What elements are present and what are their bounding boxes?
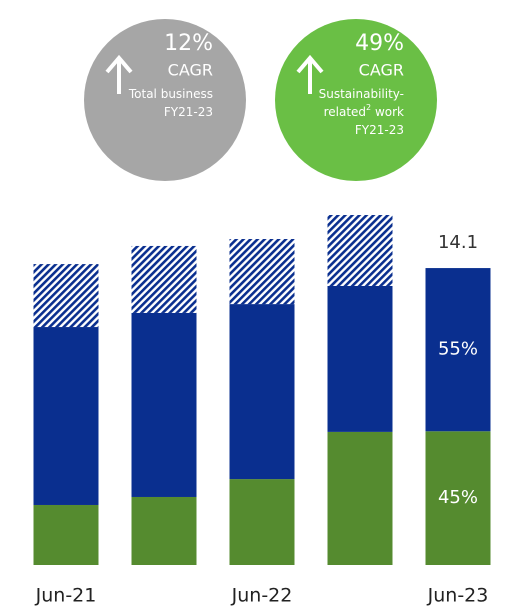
bar-segment (33, 327, 99, 505)
bar-segment (33, 504, 99, 565)
x-tick-label: Jun-21 (35, 585, 97, 607)
bar-segment (131, 496, 197, 565)
bar-segment (229, 239, 295, 305)
text-part: Total business (128, 87, 213, 101)
badge-circle (275, 19, 437, 181)
arrow-icon (105, 54, 133, 94)
bar-segment (229, 479, 295, 565)
superscript: 2 (366, 103, 371, 112)
share-label: 45% (438, 487, 478, 508)
badge-metric: CAGR (168, 61, 213, 80)
bar-segment (131, 245, 197, 313)
x-tick-label: Jun-23 (427, 585, 489, 607)
bar-segment (327, 285, 393, 432)
badge: 49% CAGR Sustainability-related2 work FY21-… (275, 19, 437, 181)
share-label: 55% (438, 339, 478, 360)
badge-rate: 12% (164, 31, 213, 56)
total-label: 14.1 (438, 232, 478, 253)
badge-text: FY21-23 (355, 123, 404, 137)
text-part: FY21-23 (355, 123, 404, 137)
x-tick-label: Jun-22 (231, 585, 293, 607)
badge-text: FY21-23 (164, 105, 213, 119)
bar-segment (33, 264, 99, 328)
arrow-icon (296, 54, 324, 94)
badge-text: related2 work (324, 103, 404, 119)
badge: 12% CAGR Total business FY21-23 (84, 19, 246, 181)
badge-text: Sustainability- (319, 87, 404, 101)
bar-segment (425, 431, 491, 565)
bar-segment (425, 268, 491, 432)
badge-metric: CAGR (359, 61, 404, 80)
badge-text: Total business (128, 87, 213, 101)
text-part: work (371, 105, 404, 119)
badge-rate: 49% (355, 31, 404, 56)
text-part: Sustainability- (319, 87, 404, 101)
text-part: related (324, 105, 366, 119)
bar-segment (229, 304, 295, 480)
bar-segment (327, 431, 393, 565)
badge-circle (84, 19, 246, 181)
bar-segment (327, 215, 393, 286)
text-part: FY21-23 (164, 105, 213, 119)
bar-segment (131, 312, 197, 497)
